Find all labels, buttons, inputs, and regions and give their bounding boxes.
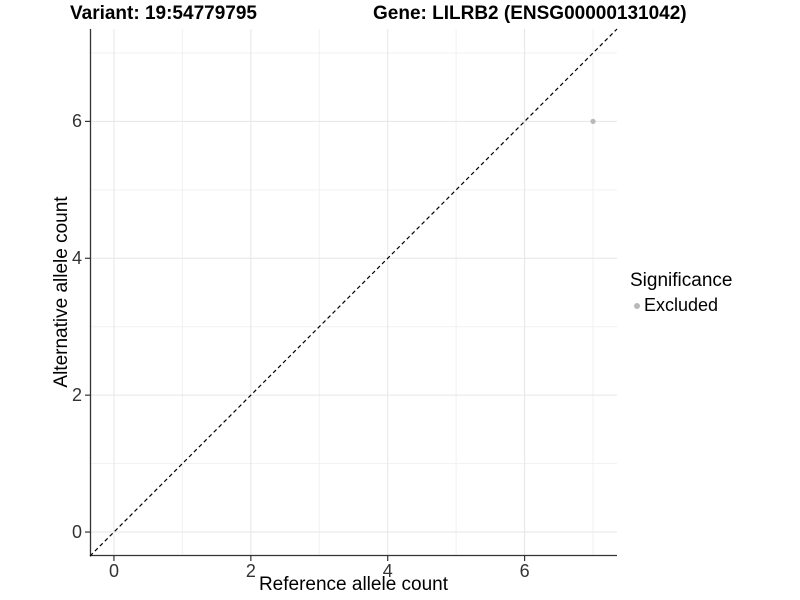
- plot-title-gene: Gene: LILRB2 (ENSG00000131042): [373, 3, 687, 24]
- y-tick-label: 2: [71, 385, 82, 406]
- legend-point-icon: [634, 302, 640, 309]
- plot-title-variant: Variant: 19:54779795: [70, 3, 257, 24]
- legend-item-label: Excluded: [644, 295, 719, 315]
- y-tick-label: 6: [71, 111, 82, 132]
- x-tick-label: 6: [519, 561, 530, 581]
- x-tick-label: 2: [245, 561, 256, 581]
- x-axis-title: Reference allele count: [258, 574, 449, 595]
- x-tick-label: 4: [382, 561, 393, 581]
- legend-item-excluded: Excluded: [630, 295, 732, 316]
- identity-line: [89, 28, 618, 557]
- legend-key: [630, 297, 644, 315]
- legend: Significance Excluded: [630, 270, 732, 316]
- legend-title: Significance: [630, 270, 733, 291]
- y-axis-title: Alternative allele count: [51, 196, 72, 388]
- x-tick-label: 0: [108, 561, 119, 581]
- data-point: [590, 118, 596, 124]
- y-tick-label: 4: [71, 248, 82, 269]
- y-tick-label: 0: [71, 522, 82, 543]
